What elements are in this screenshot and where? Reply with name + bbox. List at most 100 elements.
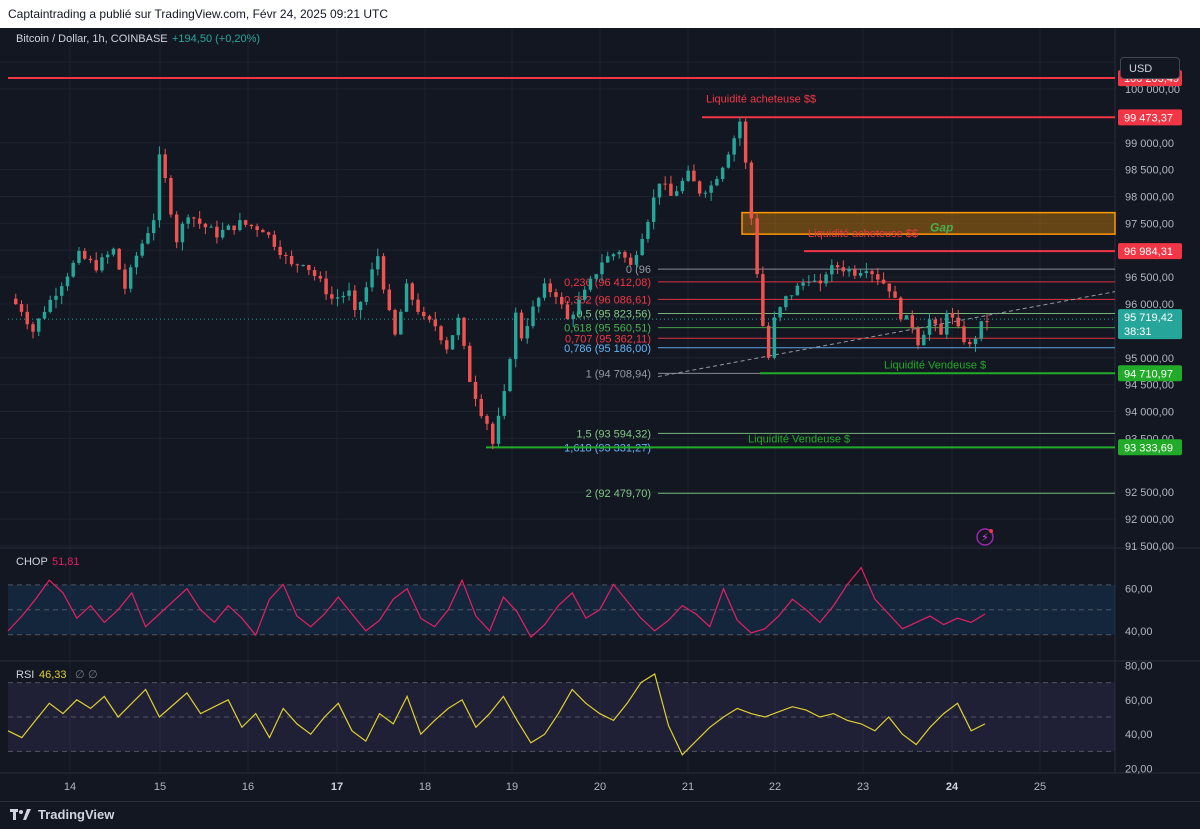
candle-body-12 bbox=[77, 250, 81, 263]
candle-body-107 bbox=[623, 252, 627, 258]
candle-body-105 bbox=[611, 254, 616, 257]
candle-body-51 bbox=[301, 265, 305, 267]
trendline-dashed bbox=[657, 291, 1116, 378]
candle-body-54 bbox=[318, 275, 323, 279]
candle-body-58 bbox=[341, 295, 346, 298]
candle-body-74 bbox=[433, 319, 438, 327]
candle-body-18 bbox=[111, 248, 116, 255]
tradingview-logo[interactable]: TradingView bbox=[10, 807, 114, 822]
candle-body-132 bbox=[766, 325, 771, 358]
alert-icon bbox=[976, 528, 994, 546]
candle-body-22 bbox=[134, 255, 139, 268]
candle-body-64 bbox=[376, 256, 380, 270]
candle-body-166 bbox=[962, 326, 966, 343]
price-badge-1: 99 473,37 bbox=[1124, 112, 1173, 124]
candle-body-75 bbox=[439, 326, 443, 341]
currency-button[interactable]: USD bbox=[1120, 57, 1180, 79]
time-tick-20: 20 bbox=[594, 781, 606, 793]
candle-body-106 bbox=[617, 252, 621, 255]
candle-body-131 bbox=[761, 274, 765, 326]
time-tick-17: 17 bbox=[331, 781, 343, 793]
candle-body-61 bbox=[358, 301, 363, 311]
price-tick-13: 92 500,00 bbox=[1125, 487, 1174, 499]
time-tick-14: 14 bbox=[64, 781, 76, 793]
candle-body-17 bbox=[105, 254, 110, 258]
price-tick-5: 97 500,00 bbox=[1125, 218, 1174, 230]
fib-label-1: 1 (94 708,94) bbox=[586, 368, 651, 380]
level-label-3: Liquidité Vendeuse $ bbox=[884, 359, 986, 371]
candle-body-159 bbox=[922, 334, 926, 346]
fib-label-0,707: 0,707 (95 362,11) bbox=[565, 333, 651, 345]
candle-body-93 bbox=[542, 283, 547, 298]
time-tick-15: 15 bbox=[154, 781, 166, 793]
candle-body-46 bbox=[272, 234, 277, 247]
price-tick-2: 99 000,00 bbox=[1125, 138, 1174, 150]
candle-body-154 bbox=[893, 291, 897, 298]
fib-label-0,236: 0,236 (96 412,08) bbox=[564, 277, 651, 289]
candle-body-5 bbox=[37, 318, 41, 332]
candle-body-42 bbox=[249, 224, 254, 227]
gap-zone bbox=[741, 211, 1116, 235]
price-badge-2: 96 984,31 bbox=[1124, 246, 1173, 258]
price-tick-4: 98 000,00 bbox=[1125, 192, 1174, 204]
chart-area[interactable]: Gap 0 (96 0,236 (96 412,08) 0,382 (96 086,… bbox=[0, 28, 1200, 801]
candle-body-90 bbox=[525, 326, 529, 339]
candle-body-165 bbox=[956, 317, 960, 327]
candle-body-38 bbox=[226, 225, 231, 230]
candle-body-77 bbox=[450, 335, 455, 350]
candle-body-8 bbox=[54, 295, 58, 300]
price-tick-3: 98 500,00 bbox=[1125, 165, 1174, 177]
candle-body-60 bbox=[353, 290, 357, 311]
candle-body-70 bbox=[410, 283, 415, 300]
candle-body-162 bbox=[939, 323, 943, 335]
fib-label-1,5: 1,5 (93 594,32) bbox=[576, 428, 651, 440]
candle-body-104 bbox=[605, 256, 610, 263]
candle-body-144 bbox=[835, 265, 840, 268]
candle-body-167 bbox=[968, 342, 972, 345]
candle-body-152 bbox=[881, 279, 886, 284]
price-tick-11: 94 000,00 bbox=[1125, 407, 1174, 419]
rsi-value: 46,33 bbox=[39, 669, 67, 681]
candle-body-55 bbox=[324, 278, 328, 295]
fib-label-0: 0 (96 bbox=[626, 264, 651, 276]
candle-body-81 bbox=[473, 381, 478, 399]
candle-body-79 bbox=[462, 317, 466, 346]
candle-body-98 bbox=[571, 314, 575, 320]
candle-body-34 bbox=[203, 223, 208, 228]
candle-body-127 bbox=[738, 121, 742, 139]
candle-body-44 bbox=[261, 230, 265, 233]
fib-label-0,618: 0,618 (95 560,51) bbox=[564, 323, 651, 335]
rsi-tick-3: 20,00 bbox=[1125, 764, 1153, 776]
candle-body-24 bbox=[146, 233, 150, 244]
chop-title: CHOP bbox=[16, 556, 48, 568]
candle-body-37 bbox=[220, 229, 225, 238]
candle-body-157 bbox=[910, 315, 915, 329]
candle-body-140 bbox=[812, 280, 817, 282]
candle-body-126 bbox=[732, 138, 736, 155]
candle-body-153 bbox=[887, 283, 892, 292]
alert-bolt-icon: ⚡ bbox=[981, 532, 989, 544]
candle-body-149 bbox=[864, 271, 869, 274]
price-tick-15: 91 500,00 bbox=[1125, 541, 1174, 553]
candle-body-9 bbox=[59, 286, 64, 296]
candle-body-108 bbox=[628, 257, 633, 265]
level-label-2: Liquidité acheteuse $$ bbox=[808, 228, 918, 240]
price-badge-bg-6 bbox=[1118, 439, 1182, 456]
candle-body-43 bbox=[255, 226, 259, 231]
candle-body-48 bbox=[284, 255, 288, 257]
candle-body-27 bbox=[163, 154, 167, 178]
gap-label: Gap bbox=[930, 221, 953, 235]
footer-bar: TradingView bbox=[0, 801, 1200, 829]
chart-canvas[interactable]: Gap 0 (96 0,236 (96 412,08) 0,382 (96 086,… bbox=[0, 28, 1200, 801]
candle-body-73 bbox=[427, 316, 432, 320]
candle-body-56 bbox=[330, 294, 334, 299]
chop-tick-1: 40,00 bbox=[1125, 626, 1153, 638]
candle-body-39 bbox=[232, 225, 236, 231]
price-badge-bg-5 bbox=[1118, 365, 1182, 382]
candle-body-146 bbox=[847, 269, 851, 272]
tradingview-logo-text: TradingView bbox=[38, 807, 115, 822]
price-badge-bg-2 bbox=[1118, 243, 1182, 260]
candle-body-95 bbox=[554, 292, 558, 297]
candle-body-30 bbox=[180, 223, 185, 243]
time-tick-18: 18 bbox=[419, 781, 431, 793]
